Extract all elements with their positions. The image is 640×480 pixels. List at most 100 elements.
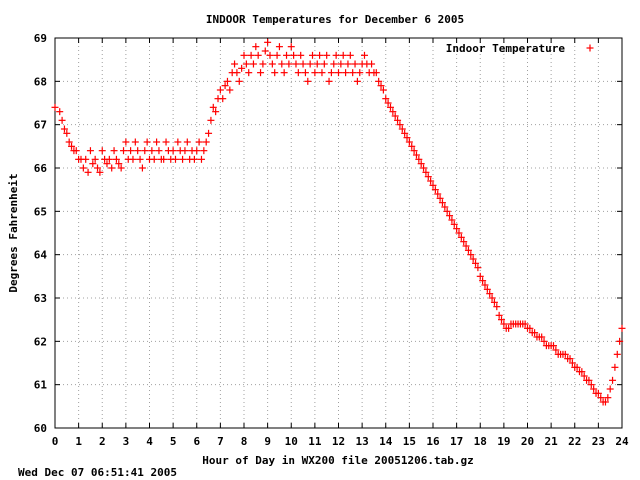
data-point bbox=[257, 69, 265, 77]
x-tick-label: 1 bbox=[75, 435, 82, 448]
data-point bbox=[58, 116, 66, 124]
data-point bbox=[209, 103, 217, 111]
data-point bbox=[171, 155, 179, 163]
data-point bbox=[446, 212, 454, 220]
y-tick-label: 69 bbox=[34, 32, 47, 45]
data-point bbox=[429, 181, 437, 189]
x-tick-label: 0 bbox=[52, 435, 59, 448]
data-point bbox=[580, 372, 588, 380]
data-point bbox=[148, 147, 156, 155]
data-point bbox=[301, 69, 309, 77]
data-point bbox=[190, 155, 198, 163]
data-point bbox=[486, 290, 494, 298]
data-point bbox=[323, 51, 331, 59]
y-tick-label: 62 bbox=[34, 335, 47, 348]
data-point bbox=[325, 77, 333, 85]
data-point bbox=[63, 129, 71, 137]
data-point bbox=[427, 177, 435, 185]
data-point bbox=[89, 160, 97, 168]
data-point bbox=[179, 155, 187, 163]
legend-marker bbox=[586, 44, 594, 52]
data-point bbox=[318, 69, 326, 77]
data-point bbox=[457, 233, 465, 241]
data-point bbox=[183, 138, 191, 146]
data-point bbox=[448, 216, 456, 224]
data-point bbox=[223, 77, 231, 85]
x-tick-label: 16 bbox=[426, 435, 440, 448]
data-point bbox=[462, 242, 470, 250]
data-point bbox=[65, 138, 73, 146]
data-point bbox=[162, 138, 170, 146]
data-point bbox=[112, 155, 120, 163]
data-point bbox=[275, 43, 283, 51]
data-point bbox=[408, 142, 416, 150]
data-point bbox=[573, 363, 581, 371]
data-point bbox=[405, 138, 413, 146]
data-point bbox=[245, 69, 253, 77]
data-point bbox=[193, 147, 201, 155]
data-point bbox=[91, 155, 99, 163]
y-axis-label: Degrees Fahrenheit bbox=[7, 173, 20, 292]
data-point bbox=[330, 60, 338, 68]
data-point bbox=[415, 155, 423, 163]
data-point bbox=[375, 77, 383, 85]
data-point bbox=[389, 108, 397, 116]
x-tick-label: 24 bbox=[615, 435, 629, 448]
data-point bbox=[342, 69, 350, 77]
data-point bbox=[356, 69, 364, 77]
data-point bbox=[103, 160, 111, 168]
x-tick-labels: 0 1 2 3 4 5 6 7 8 9 10 11 12 13 14 15 16 17 18 19 20 21 22 23 24 bbox=[52, 435, 629, 448]
data-point bbox=[353, 77, 361, 85]
data-point bbox=[464, 246, 472, 254]
data-point bbox=[311, 69, 319, 77]
data-point bbox=[391, 112, 399, 120]
data-point bbox=[368, 60, 376, 68]
data-point bbox=[207, 116, 215, 124]
data-point bbox=[434, 190, 442, 198]
data-point bbox=[377, 82, 385, 90]
data-point bbox=[488, 294, 496, 302]
data-point bbox=[483, 285, 491, 293]
data-point bbox=[294, 69, 302, 77]
ticks bbox=[54, 37, 623, 429]
data-point bbox=[438, 199, 446, 207]
data-point bbox=[96, 168, 104, 176]
data-point bbox=[249, 60, 257, 68]
data-point bbox=[169, 147, 177, 155]
data-point bbox=[552, 346, 560, 354]
legend-label: Indoor Temperature bbox=[446, 42, 566, 55]
data-point bbox=[455, 229, 463, 237]
data-point bbox=[490, 298, 498, 306]
data-point bbox=[221, 82, 229, 90]
data-point bbox=[60, 125, 68, 133]
data-point bbox=[417, 160, 425, 168]
data-point bbox=[401, 129, 409, 137]
y-tick-labels: 60 61 62 63 64 65 66 67 68 69 bbox=[34, 32, 48, 435]
data-point bbox=[304, 77, 312, 85]
data-point bbox=[422, 168, 430, 176]
data-point bbox=[205, 129, 213, 137]
data-point bbox=[467, 251, 475, 259]
data-point bbox=[531, 329, 539, 337]
data-point bbox=[443, 207, 451, 215]
data-point bbox=[254, 51, 262, 59]
data-point bbox=[278, 60, 286, 68]
data-point bbox=[472, 259, 480, 267]
data-point bbox=[616, 337, 624, 345]
data-point bbox=[129, 155, 137, 163]
x-axis-label: Hour of Day in WX200 file 20051206.tab.g… bbox=[202, 454, 474, 467]
data-point bbox=[273, 51, 281, 59]
data-point bbox=[98, 147, 106, 155]
data-point bbox=[216, 86, 224, 94]
data-point bbox=[268, 60, 276, 68]
y-tick-label: 60 bbox=[34, 422, 47, 435]
y-tick-label: 68 bbox=[34, 75, 47, 88]
x-tick-label: 13 bbox=[356, 435, 369, 448]
data-point bbox=[500, 320, 508, 328]
data-point bbox=[566, 355, 574, 363]
data-point bbox=[153, 138, 161, 146]
data-point bbox=[290, 51, 298, 59]
data-point bbox=[240, 51, 248, 59]
data-point bbox=[578, 368, 586, 376]
x-tick-label: 22 bbox=[568, 435, 581, 448]
